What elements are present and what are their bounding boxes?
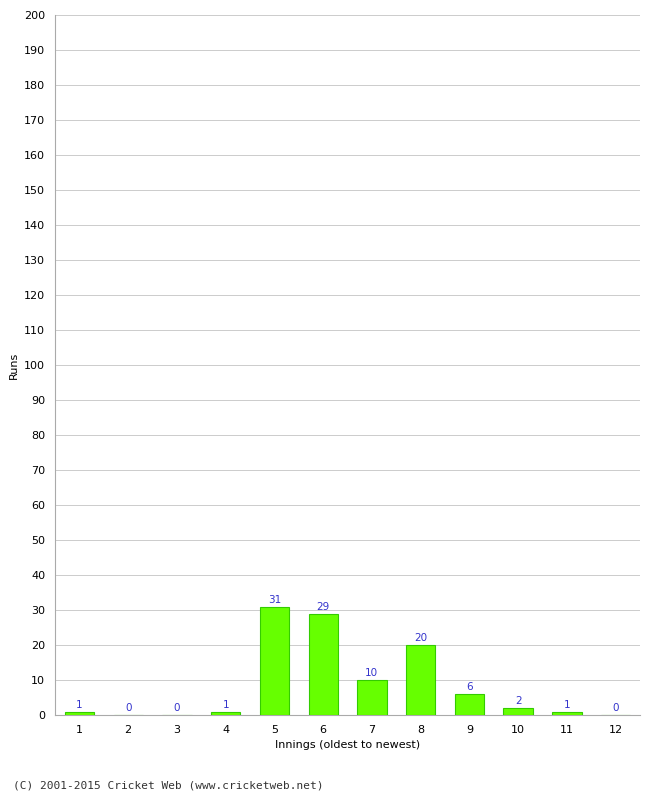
Text: 29: 29 (317, 602, 330, 612)
Bar (65, 711, 94, 715)
Text: 1: 1 (76, 700, 83, 710)
Bar (455, 694, 484, 715)
Bar (552, 711, 582, 715)
Bar (309, 614, 338, 715)
Bar (260, 606, 289, 715)
Text: 31: 31 (268, 594, 281, 605)
Text: 1: 1 (564, 700, 570, 710)
Text: (C) 2001-2015 Cricket Web (www.cricketweb.net): (C) 2001-2015 Cricket Web (www.cricketwe… (13, 781, 324, 790)
Text: 2: 2 (515, 696, 521, 706)
Text: 10: 10 (365, 668, 378, 678)
Bar (406, 645, 436, 715)
Text: 0: 0 (612, 703, 619, 714)
Bar (211, 711, 240, 715)
Text: 6: 6 (466, 682, 473, 692)
Bar (504, 708, 533, 715)
Bar (358, 680, 387, 715)
Y-axis label: Runs: Runs (8, 351, 19, 378)
Text: 0: 0 (174, 703, 180, 714)
Text: 20: 20 (414, 634, 427, 643)
Text: 1: 1 (222, 700, 229, 710)
X-axis label: Innings (oldest to newest): Innings (oldest to newest) (275, 740, 420, 750)
Text: 0: 0 (125, 703, 131, 714)
